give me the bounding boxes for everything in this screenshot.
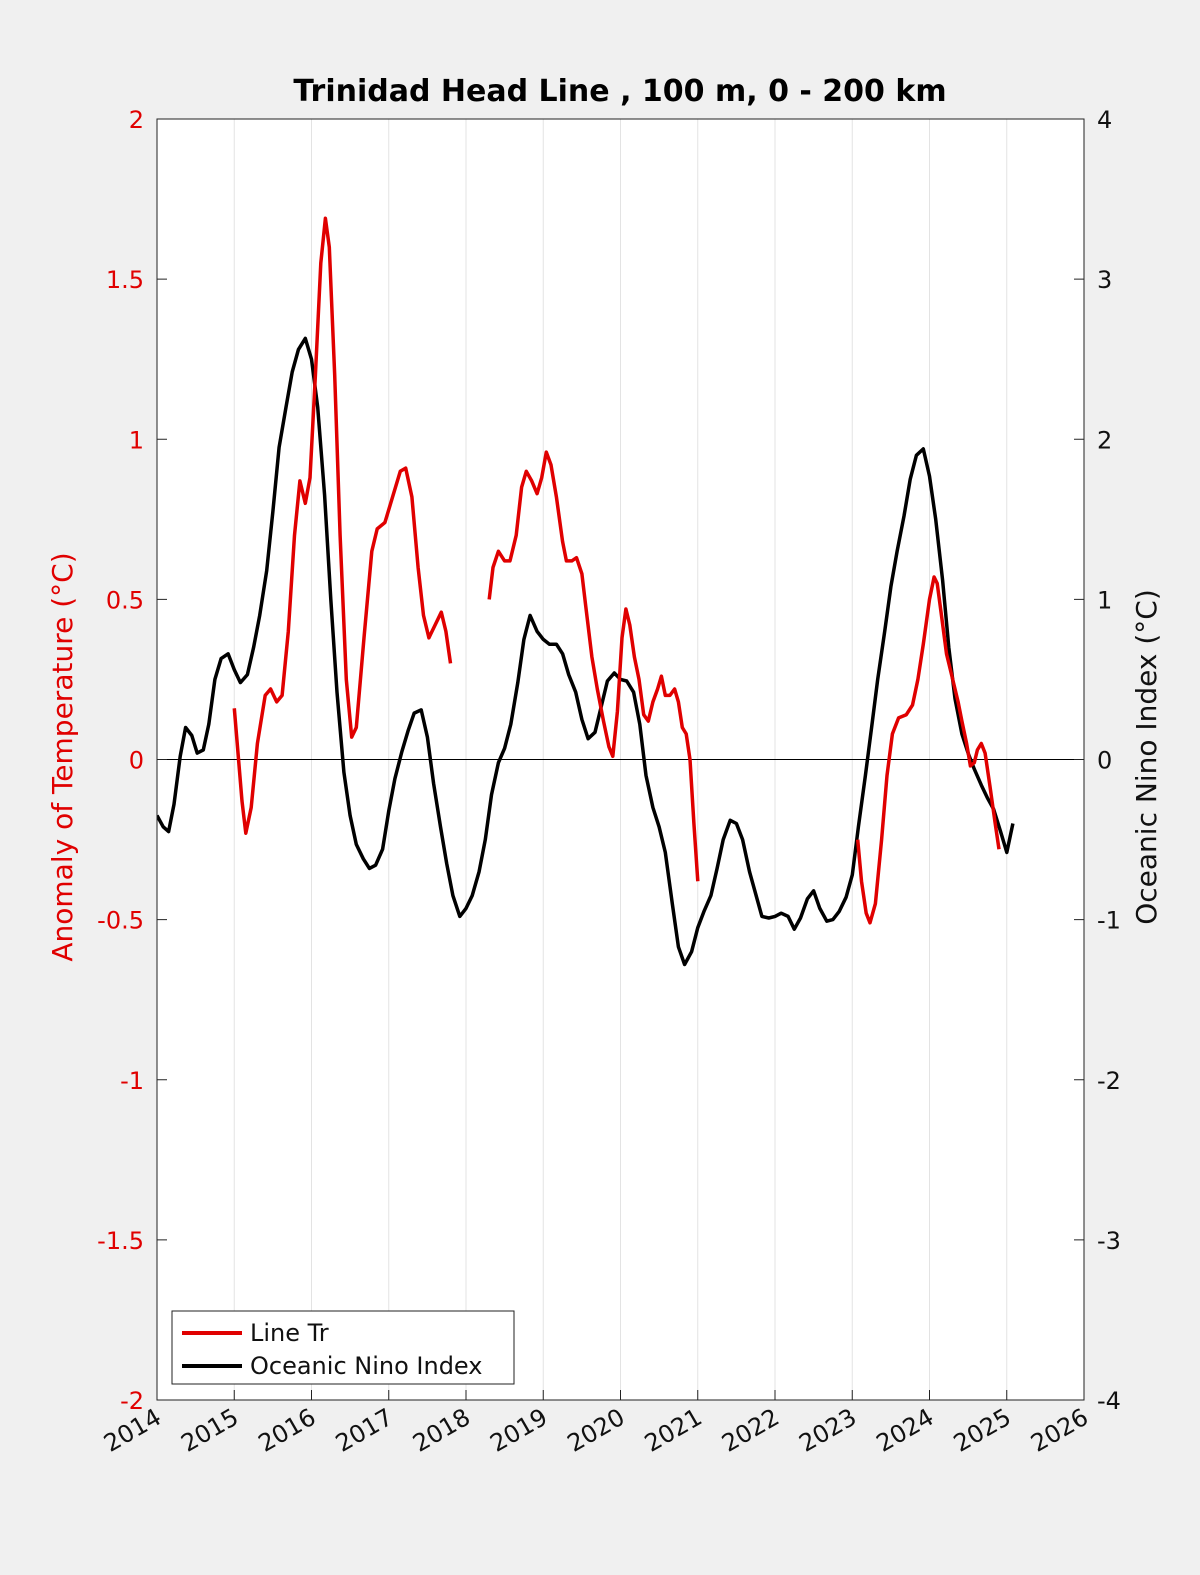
tick-label-left-2: -1 <box>120 1067 144 1095</box>
tick-label-right-5: 1 <box>1097 586 1112 614</box>
tick-label-right-3: -1 <box>1097 907 1121 935</box>
tick-label-left-8: 2 <box>129 106 144 134</box>
legend-oni-label: Oceanic Nino Index <box>250 1352 482 1380</box>
y-axis-label-left: Anomaly of Temperature (°C) <box>46 552 79 961</box>
tick-label-left-1: -1.5 <box>97 1227 144 1255</box>
tick-label-x-10: 2024 <box>872 1403 939 1458</box>
tick-label-x-12: 2026 <box>1026 1403 1093 1458</box>
tick-label-x-4: 2018 <box>408 1403 475 1458</box>
tick-label-x-5: 2019 <box>485 1403 552 1458</box>
tick-label-left-5: 0.5 <box>106 586 144 614</box>
series-line-tr-segment-0 <box>232 216 453 835</box>
series-layer <box>157 216 1015 967</box>
legend-line-tr-label: Line Tr <box>250 1319 329 1347</box>
legend-box <box>171 1310 515 1385</box>
tick-label-right-8: 4 <box>1097 106 1112 134</box>
tick-label-left-7: 1.5 <box>106 266 144 294</box>
tick-label-left-4: 0 <box>129 747 144 775</box>
tick-label-right-0: -4 <box>1097 1387 1121 1415</box>
tick-label-x-8: 2022 <box>717 1403 784 1458</box>
tick-label-x-11: 2025 <box>949 1403 1016 1458</box>
tick-label-x-6: 2020 <box>563 1403 630 1458</box>
tick-label-left-6: 1 <box>129 426 144 454</box>
tick-label-x-9: 2023 <box>794 1403 861 1458</box>
tick-label-x-2: 2016 <box>254 1403 321 1458</box>
y-axis-label-right: Oceanic Nino Index (°C) <box>1130 589 1163 925</box>
series-line-tr-segment-1 <box>487 450 700 882</box>
legend: Line Tr Oceanic Nino Index <box>171 1310 515 1385</box>
chart-title: Trinidad Head Line , 100 m, 0 - 200 km <box>293 74 946 109</box>
tick-label-x-1: 2015 <box>176 1403 243 1458</box>
tick-label-x-7: 2021 <box>640 1403 707 1458</box>
tick-label-right-4: 0 <box>1097 747 1112 775</box>
y-axis-left: -2 -1.5 -1 -0.5 0 0.5 1 1.5 2 <box>97 106 167 1415</box>
tick-label-right-6: 2 <box>1097 426 1112 454</box>
tick-label-right-7: 3 <box>1097 266 1112 294</box>
tick-label-left-0: -2 <box>120 1387 144 1415</box>
series-line-tr-segment-2 <box>855 575 1001 925</box>
y-axis-right: -4 -3 -2 -1 0 1 2 3 4 <box>1074 106 1121 1415</box>
tick-label-left-3: -0.5 <box>97 907 144 935</box>
tick-label-x-3: 2017 <box>331 1403 398 1458</box>
tick-label-right-2: -2 <box>1097 1067 1121 1095</box>
series-line-oni <box>157 336 1015 967</box>
tick-label-right-1: -3 <box>1097 1227 1121 1255</box>
